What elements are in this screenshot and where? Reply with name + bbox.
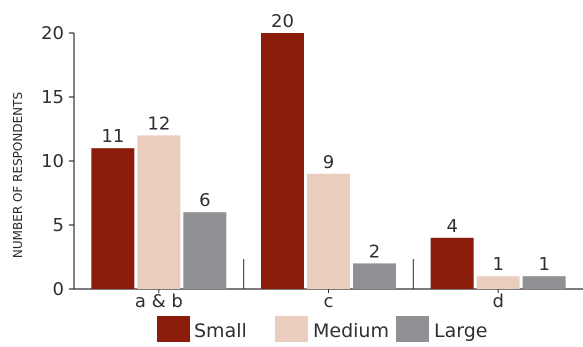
y-tick-label: 20 [41,23,64,44]
y-ticks: 0 5 10 15 20 [41,23,74,300]
bar-value-label: 11 [101,126,124,147]
legend-swatch [396,316,429,342]
bar-value-label: 1 [492,254,503,275]
bars [91,33,566,289]
bar-value-label: 9 [323,152,334,173]
bar-value-label: 4 [446,216,457,237]
bar [430,237,474,289]
bar-value-label: 12 [147,113,170,134]
y-tick-label: 10 [41,151,64,172]
bar [137,135,181,289]
bar [91,148,135,289]
legend-swatch [275,316,308,342]
legend-label: Large [434,320,487,342]
bar-value-label: 20 [271,11,294,32]
legend-label: Medium [313,320,389,342]
x-tick-label: a & b [135,291,183,312]
bar [183,212,227,289]
bar-value-label: 2 [369,241,380,262]
x-tick-label: c [324,291,334,312]
x-tick-label: d [492,291,503,312]
bar [353,263,396,289]
y-tick-label: 0 [53,279,64,300]
bar [476,276,520,289]
y-tick-label: 15 [41,87,64,108]
bar [307,173,350,289]
legend-label: Small [194,320,247,342]
bar-value-label: 6 [199,190,210,211]
y-axis-title-group: NUMBER OF RESPONDENTS [11,92,25,258]
bar [522,276,566,289]
y-axis-title: NUMBER OF RESPONDENTS [11,92,25,258]
legend: Small Medium Large [157,316,487,342]
legend-swatch [157,316,190,342]
y-tick-label: 5 [53,215,64,236]
bar [261,33,304,289]
bar-value-label: 1 [538,254,549,275]
